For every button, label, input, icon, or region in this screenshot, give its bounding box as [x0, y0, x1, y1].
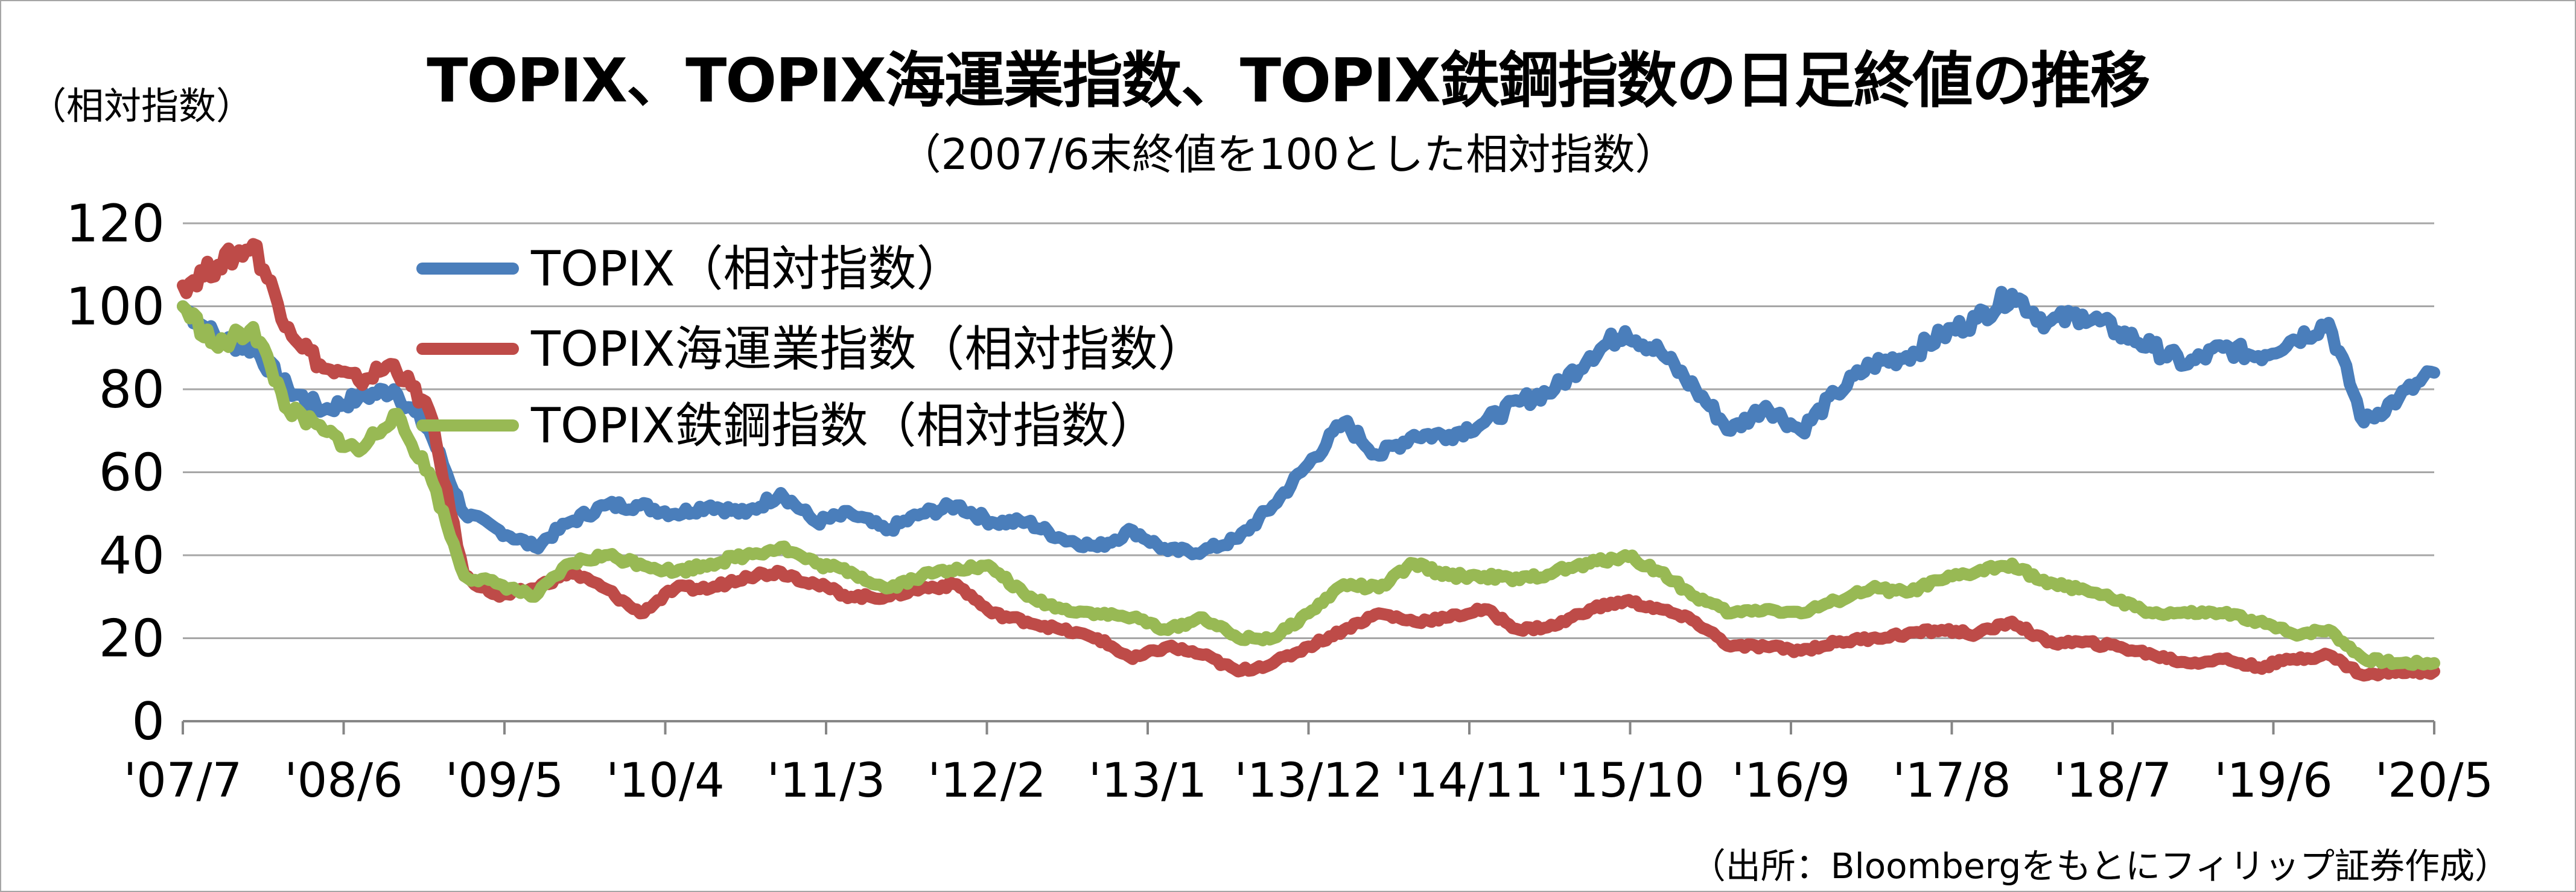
x-tick-label: '11/3 [767, 754, 886, 808]
x-tick-label: '13/12 [1234, 754, 1382, 808]
x-tick-label: '17/8 [1892, 754, 2011, 808]
x-tick-label: '18/7 [2053, 754, 2172, 808]
source-note: （出所：Bloombergをもとにフィリップ証券作成） [1690, 846, 2510, 887]
chart-title: TOPIX、TOPIX海運業指数、TOPIX鉄鋼指数の日足終値の推移 [427, 45, 2150, 116]
y-tick-label: 80 [99, 360, 165, 420]
x-tick-label: '14/11 [1395, 754, 1544, 808]
x-tick-label: '12/2 [927, 754, 1046, 808]
x-tick-label: '10/4 [606, 754, 725, 808]
x-tick-label: '19/6 [2214, 754, 2333, 808]
y-axis-unit-label: （相対指数） [29, 84, 254, 128]
x-axis: '07/7 '08/6 '09/5 '10/4 '11/3 '12/2 '13/1 '13/1… [124, 720, 2494, 808]
x-tick-label: '16/9 [1732, 754, 1851, 808]
legend-label-1: TOPIX海運業指数（相対指数） [530, 321, 1206, 377]
legend-label-2: TOPIX鉄鋼指数（相対指数） [530, 398, 1157, 454]
series-line-2 [177, 300, 2440, 671]
x-tick-label: '20/5 [2375, 754, 2494, 808]
x-tick-label: '09/5 [445, 754, 564, 808]
series-lines [177, 238, 2440, 682]
y-tick-label: 120 [66, 194, 165, 254]
y-tick-label: 0 [132, 692, 165, 752]
x-tick-label: '15/10 [1556, 754, 1704, 808]
x-tick-label: '13/1 [1089, 754, 1207, 808]
y-tick-label: 100 [66, 277, 165, 337]
chart-subtitle: （2007/6末終値を100とした相対指数） [898, 130, 1678, 179]
legend: TOPIX（相対指数） TOPIX海運業指数（相対指数） TOPIX鉄鋼指数（相対指… [416, 241, 1206, 454]
y-axis-ticks: 0 20 40 60 80 100 120 [66, 194, 165, 752]
y-tick-label: 60 [99, 443, 165, 503]
y-tick-label: 40 [99, 526, 165, 586]
x-tick-label: '08/6 [284, 754, 403, 808]
x-tick-label: '07/7 [124, 754, 243, 808]
y-tick-label: 20 [99, 609, 165, 669]
legend-label-0: TOPIX（相対指数） [530, 241, 964, 297]
gridlines [183, 222, 2434, 639]
series-line-0 [177, 285, 2440, 561]
